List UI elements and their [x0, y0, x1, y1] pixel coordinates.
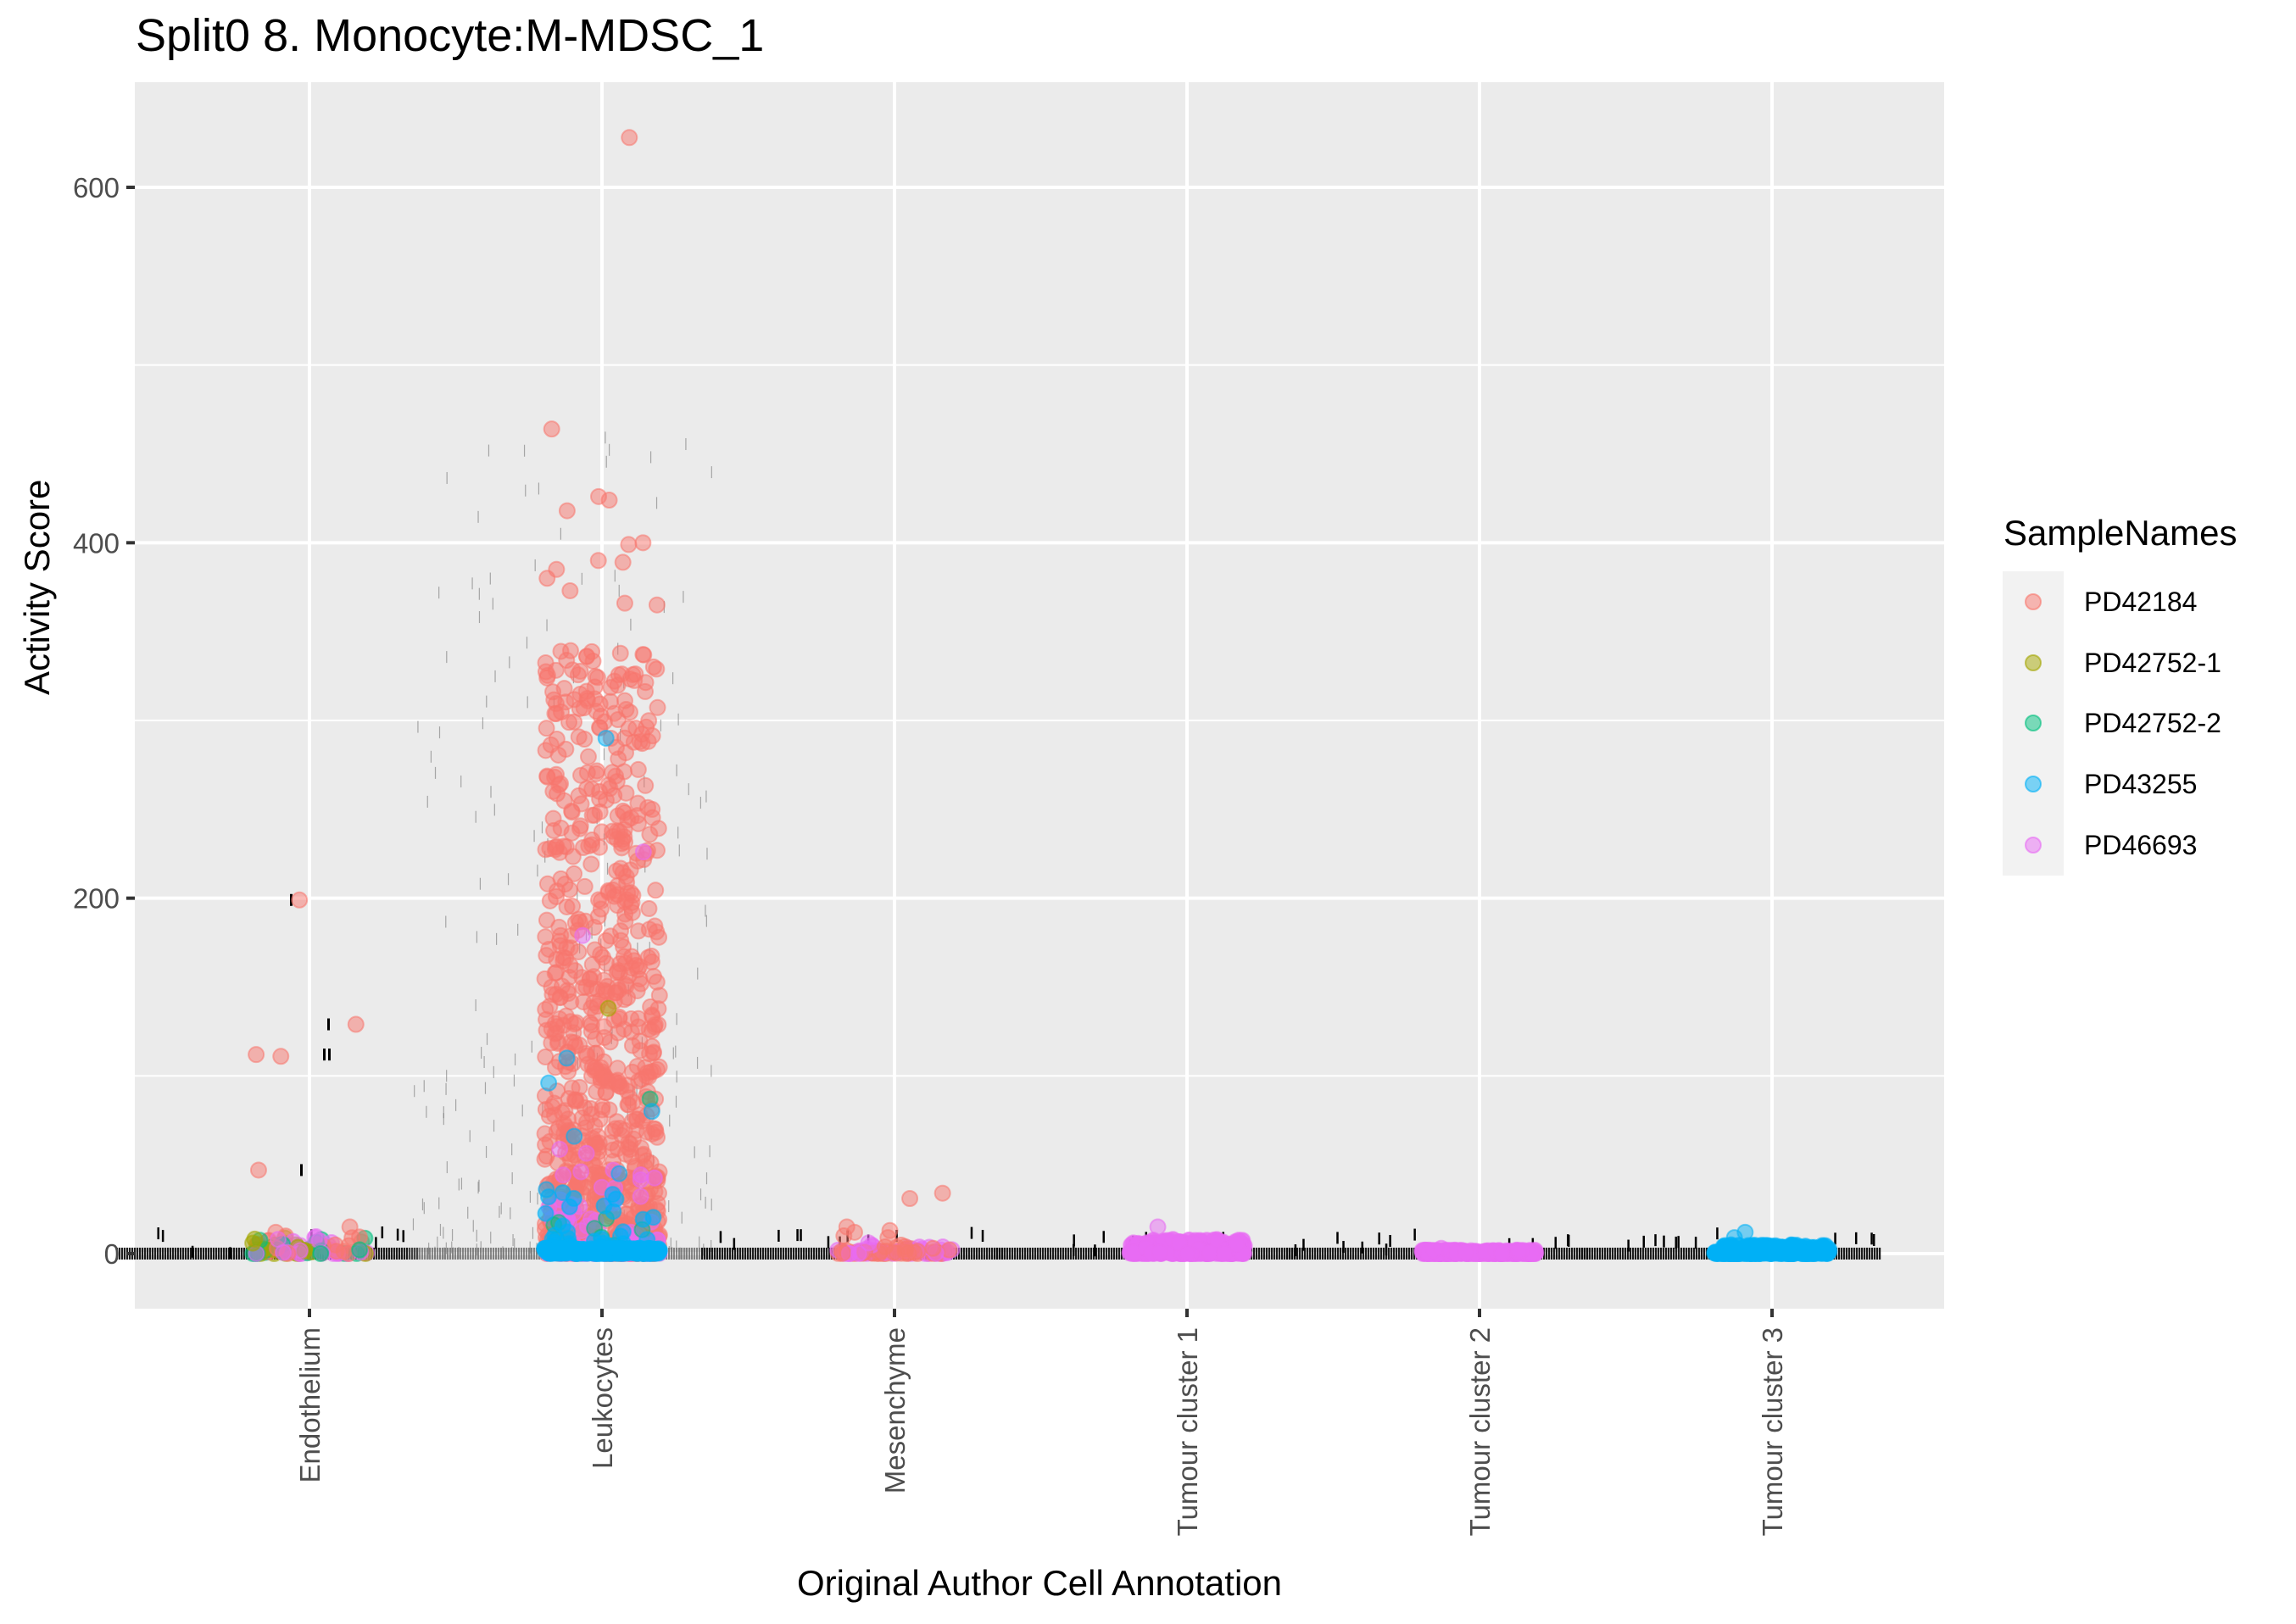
x-tick-label: Leukocytes [587, 1327, 618, 1469]
legend-item-pd42752-1: PD42752-1 [2084, 648, 2221, 678]
x-tick-label: Tumour cluster 2 [1464, 1327, 1496, 1536]
x-axis-title: Original Author Cell Annotation [796, 1563, 1283, 1603]
x-tick-label: Mesenchyme [879, 1327, 911, 1493]
y-axis-title: Activity Score [17, 479, 57, 695]
y-tick-label: 600 [73, 172, 120, 203]
x-tick-label: Tumour cluster 1 [1172, 1327, 1203, 1536]
data-points [244, 129, 1838, 1262]
legend-dot-icon [2025, 654, 2042, 671]
y-tick-label: 0 [104, 1238, 120, 1270]
x-tick-label: Endothelium [294, 1327, 326, 1482]
x-tick-label: Tumour cluster 3 [1757, 1327, 1788, 1536]
y-tick-label: 400 [73, 527, 120, 559]
major-gridlines [135, 82, 1944, 1309]
y-axis: 0 200 400 600 [73, 172, 135, 1270]
chart-title: Split0 8. Monocyte:M-MDSC_1 [136, 10, 765, 61]
y-tick-label: 200 [73, 883, 120, 915]
minor-gridlines [135, 364, 1944, 1077]
legend-title: SampleNames [2003, 513, 2237, 553]
legend-item-pd42184: PD42184 [2084, 587, 2198, 617]
legend-dot-icon [2025, 776, 2042, 793]
legend-dot-icon [2025, 715, 2042, 731]
legend-item-pd46693: PD46693 [2084, 830, 2198, 860]
x-axis: Endothelium Leukocytes Mesenchyme Tumour cl… [294, 1309, 1788, 1536]
panel-background [135, 82, 1944, 1309]
legend-dot-icon [2025, 837, 2042, 854]
legend-item-pd42752-2: PD42752-2 [2084, 708, 2221, 738]
legend-item-pd43255: PD43255 [2084, 769, 2198, 799]
legend-keys [2003, 571, 2064, 876]
legend-dot-icon [2025, 593, 2042, 610]
